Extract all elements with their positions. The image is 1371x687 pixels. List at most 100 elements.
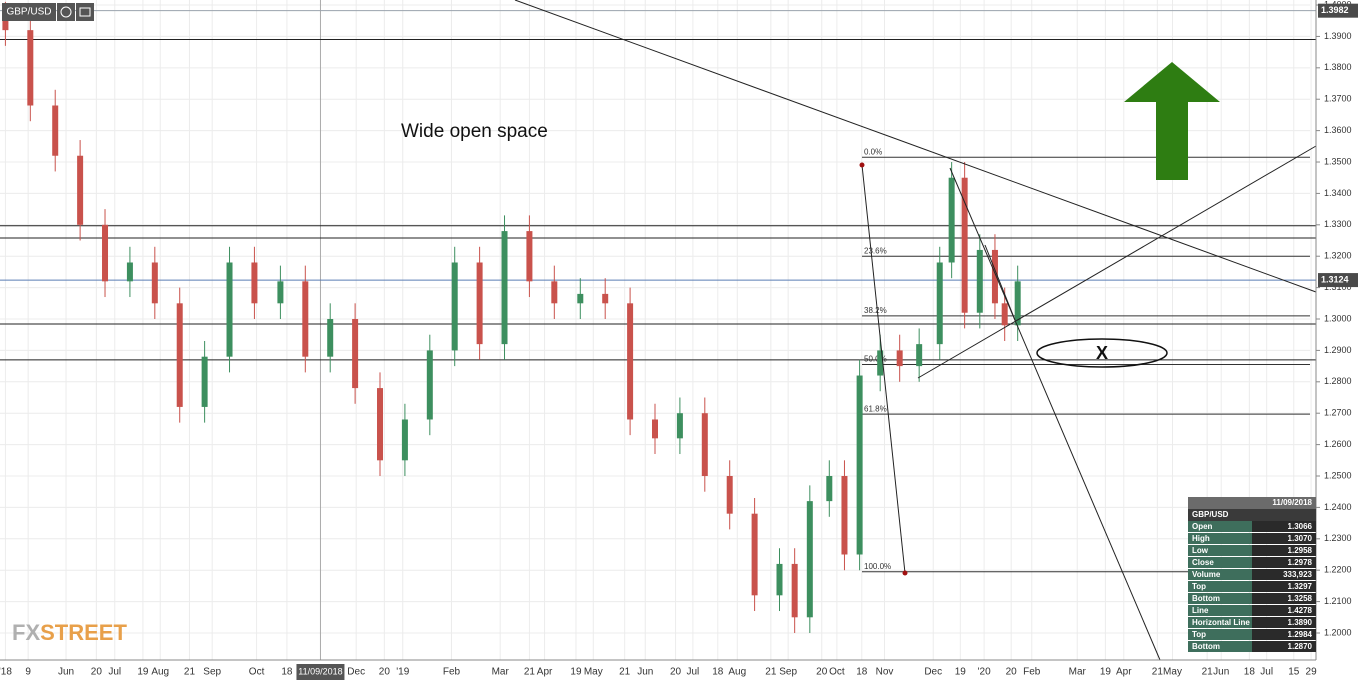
x-tick-label: 19 — [137, 667, 149, 678]
price-tag: 1.3982 — [1321, 5, 1349, 15]
candle-body — [52, 105, 59, 156]
y-tick-label: 1.2000 — [1324, 627, 1352, 637]
trend-line — [917, 145, 1317, 379]
panel-value-cell — [1252, 617, 1316, 628]
panel-value: 1.4278 — [1288, 606, 1313, 615]
x-tick-label: Oct — [829, 667, 845, 678]
panel-value-cell — [1252, 605, 1316, 616]
x-tick-label: Jun — [58, 667, 74, 678]
panel-label: Bottom — [1192, 642, 1220, 651]
panel-value-cell — [1252, 545, 1316, 556]
x-tick-label: '18 — [0, 667, 12, 678]
panel-label-cell — [1188, 581, 1252, 592]
candle-body — [936, 262, 943, 345]
settings-button[interactable] — [76, 3, 94, 21]
fib-label: 100.0% — [864, 562, 891, 571]
y-tick-label: 1.2400 — [1324, 502, 1352, 512]
panel-label-cell — [1188, 545, 1252, 556]
x-tick-label: Apr — [537, 667, 553, 678]
settings-icon — [79, 7, 91, 17]
candle-body — [476, 262, 483, 345]
candle-body — [776, 563, 783, 596]
candle-body — [451, 262, 458, 351]
x-tick-label: 19 — [570, 667, 582, 678]
x-tick-label: Dec — [347, 667, 365, 678]
y-tick-label: 1.3400 — [1324, 188, 1352, 198]
x-tick-label: Sep — [203, 667, 221, 678]
x-tick-label: 18 — [281, 667, 293, 678]
fib-label: 61.8% — [864, 404, 887, 413]
x-tick-label: 20 — [1006, 667, 1018, 678]
y-axis-band — [1316, 0, 1371, 660]
panel-symbol: GBP/USD — [1192, 510, 1229, 519]
x-tick-label: 18 — [856, 667, 868, 678]
candle-body — [1001, 303, 1008, 326]
candles — [2, 1, 1021, 633]
candle-body — [916, 344, 923, 367]
candle-body — [751, 513, 758, 596]
candle-body — [377, 388, 384, 461]
y-tick-label: 1.2700 — [1324, 408, 1352, 418]
panel-label-cell — [1188, 605, 1252, 616]
x-tick-label: Feb — [1023, 667, 1041, 678]
y-tick-label: 1.2100 — [1324, 596, 1352, 606]
candle-body — [426, 350, 433, 420]
x-tick-label: Jun — [637, 667, 653, 678]
panel-label-cell — [1188, 629, 1252, 640]
fib-anchor — [902, 570, 908, 576]
y-tick-label: 1.3900 — [1324, 31, 1352, 41]
panel-value: 1.3297 — [1288, 582, 1313, 591]
panel-label-cell — [1188, 557, 1252, 568]
y-tick-label: 1.2500 — [1324, 470, 1352, 480]
fib-anchor — [859, 162, 865, 168]
candle-body — [896, 350, 903, 367]
panel-value: 1.2870 — [1288, 642, 1313, 651]
panel-value-cell — [1252, 533, 1316, 544]
candle-body — [826, 476, 833, 502]
x-tick-label: Apr — [1116, 667, 1132, 678]
candle-body — [976, 249, 983, 313]
refresh-button[interactable] — [57, 3, 75, 21]
watermark-part: FX — [12, 620, 40, 645]
x-tick-label: 21 — [619, 667, 631, 678]
candle-body — [948, 177, 955, 263]
candle-body — [2, 17, 9, 31]
candle-body — [877, 350, 884, 376]
price-tag: 1.3124 — [1321, 274, 1349, 284]
candle-body — [401, 419, 408, 461]
candle-body — [77, 155, 84, 225]
watermark: FXSTREET — [12, 620, 127, 645]
candle-body — [251, 262, 258, 304]
candle-body — [526, 231, 533, 282]
panel-label: Line — [1192, 606, 1209, 615]
x-tick-label: 21 — [1152, 667, 1164, 678]
panel-label: Open — [1192, 522, 1213, 531]
panel-value-cell — [1252, 629, 1316, 640]
panel-label: Top — [1192, 582, 1206, 591]
x-tick-label: 21 — [1202, 667, 1214, 678]
panel-label: High — [1192, 534, 1210, 543]
symbol: GBP/USD — [6, 7, 51, 18]
x-tick-label: May — [584, 667, 603, 678]
panel-label: Low — [1192, 546, 1209, 555]
fib-label: 0.0% — [864, 147, 882, 156]
panel-value-cell — [1252, 569, 1316, 580]
annotation: X — [1096, 343, 1108, 363]
info-panel: 11/09/2018 GBP/USD Open 1.3066 High 1.3070 Low… — [1188, 497, 1316, 652]
candle-body — [791, 563, 798, 618]
trend-lines — [514, 0, 1317, 661]
panel-label-cell — [1188, 569, 1252, 580]
x-tick-label: Dec — [924, 667, 942, 678]
candle-body — [126, 262, 133, 282]
refresh-icon — [60, 6, 72, 18]
x-tick-label: 9 — [25, 667, 31, 678]
candle-body — [151, 262, 158, 304]
annotation: Wide open space — [401, 121, 548, 142]
trend-line — [514, 0, 1317, 293]
price-tag-box — [1318, 3, 1358, 18]
x-tick-label: 20 — [670, 667, 682, 678]
watermark-part: STREET — [40, 620, 127, 645]
x-tick-label: 21 — [765, 667, 777, 678]
